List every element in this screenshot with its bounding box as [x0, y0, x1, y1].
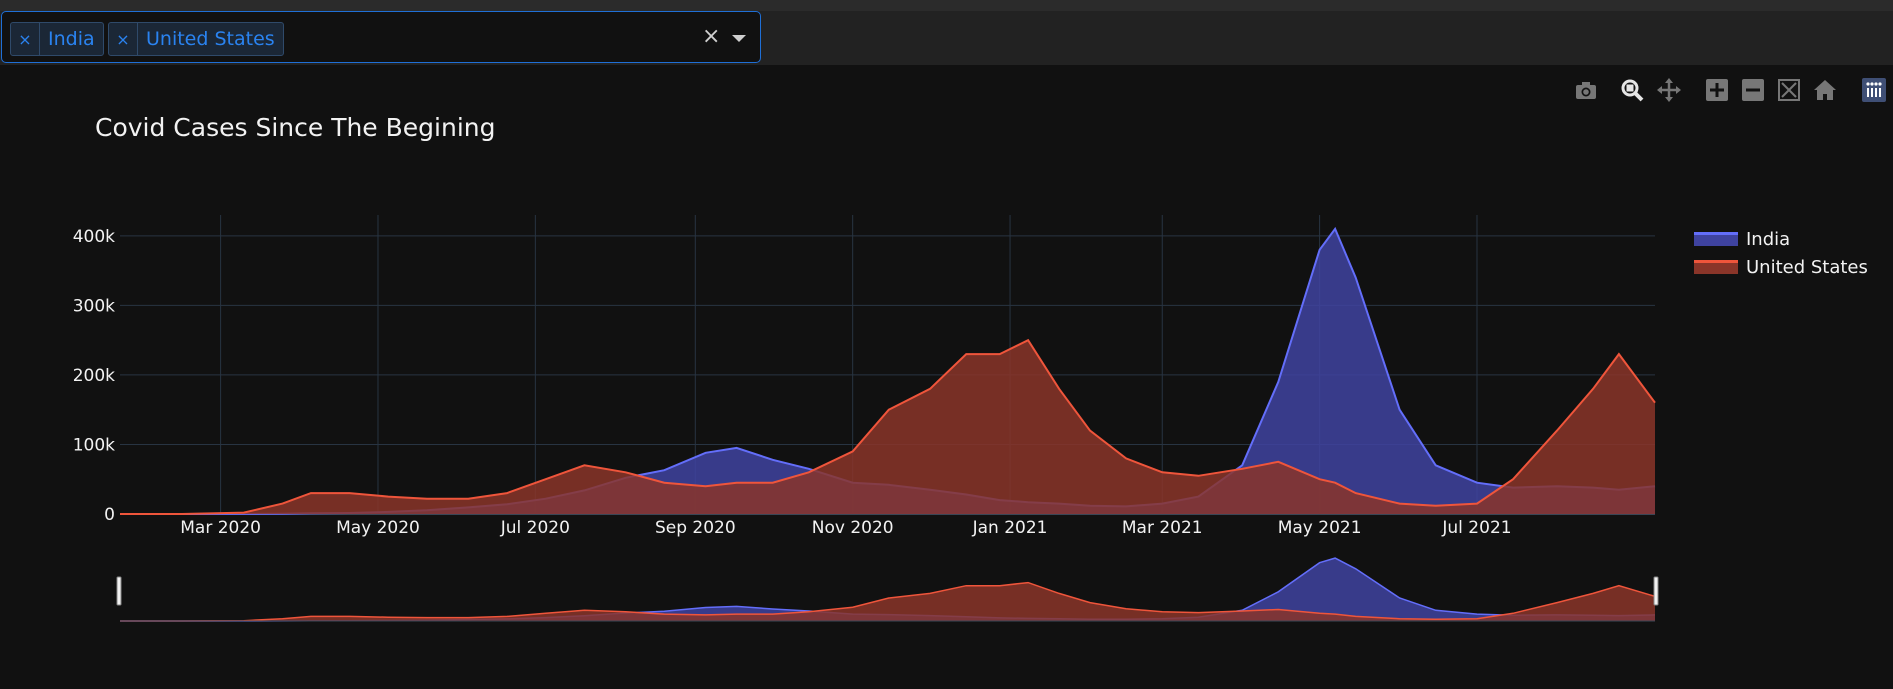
legend-item-united-states[interactable]: United States: [1694, 254, 1884, 280]
legend-label-india: India: [1746, 228, 1791, 250]
clear-selection-button[interactable]: ×: [702, 24, 721, 49]
slider-line-united-states: [120, 581, 1656, 622]
legend-swatch-india: [1694, 232, 1738, 246]
x-tick-label: Jul 2020: [500, 518, 570, 538]
remove-india-button[interactable]: ×: [11, 23, 40, 55]
range-slider-right-handle[interactable]: [1653, 576, 1659, 606]
chart-title: Covid Cases Since The Begining: [95, 113, 496, 142]
legend-swatch-united-states: [1694, 260, 1738, 274]
x-tick-label: May 2021: [1278, 518, 1362, 538]
area-united-states: [120, 340, 1655, 514]
chip-india-label: India: [48, 28, 95, 50]
slider-area-united-states: [120, 582, 1655, 621]
zoom-icon[interactable]: [1620, 78, 1644, 102]
pan-icon[interactable]: [1657, 78, 1681, 102]
top-strip: [0, 0, 1893, 11]
x-tick-label: May 2020: [336, 518, 420, 538]
x-tick-label: Jul 2021: [1441, 518, 1511, 538]
chip-united-states-label: United States: [146, 28, 275, 50]
legend-label-united-states: United States: [1746, 256, 1868, 278]
zoom-in-icon[interactable]: [1705, 78, 1729, 102]
country-multiselect[interactable]: × India × United States ×: [1, 11, 761, 63]
area-india: [120, 228, 1655, 514]
y-tick-label: 300k: [73, 296, 115, 316]
line-united-states: [120, 338, 1656, 515]
zoom-out-icon[interactable]: [1741, 78, 1765, 102]
y-tick-label: 100k: [73, 435, 115, 455]
remove-united-states-button[interactable]: ×: [109, 23, 138, 55]
y-tick-label: 200k: [73, 366, 115, 386]
camera-icon[interactable]: [1574, 78, 1598, 102]
range-slider-left-handle[interactable]: [116, 576, 122, 606]
y-tick-label: 0: [104, 505, 115, 525]
x-tick-label: Jan 2021: [972, 518, 1048, 538]
x-tick-label: Sep 2020: [655, 518, 736, 538]
legend-item-india[interactable]: India: [1694, 226, 1884, 252]
autoscale-icon[interactable]: [1777, 78, 1801, 102]
x-tick-label: Mar 2020: [180, 518, 261, 538]
x-tick-label: Nov 2020: [812, 518, 894, 538]
chip-united-states: × United States: [108, 22, 284, 56]
reset-home-icon[interactable]: [1813, 78, 1837, 102]
dropdown-caret-icon[interactable]: [732, 35, 746, 42]
chip-india: × India: [10, 22, 104, 56]
y-tick-label: 400k: [73, 227, 115, 247]
x-tick-label: Mar 2021: [1122, 518, 1203, 538]
slider-area-india: [120, 558, 1655, 621]
plotly-logo-icon[interactable]: [1862, 78, 1886, 102]
